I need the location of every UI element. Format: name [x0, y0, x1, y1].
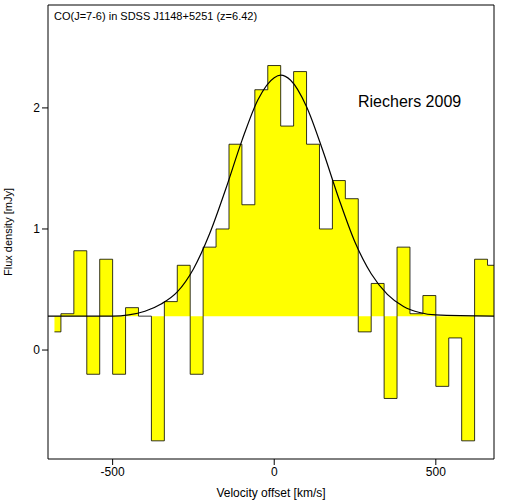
svg-text:Flux density [mJy]: Flux density [mJy]: [2, 188, 14, 276]
svg-text:-500: -500: [101, 465, 125, 479]
svg-text:1: 1: [33, 222, 40, 236]
html-text:CO(J=7-6) in SDSS J1148+5251 (: CO(J=7-6) in SDSS J1148+5251 (z=6.42): [54, 10, 258, 22]
svg-text:0: 0: [33, 343, 40, 357]
svg-text:Velocity offset [km/s]: Velocity offset [km/s]: [216, 486, 325, 500]
html-text:Riechers 2009: Riechers 2009: [358, 93, 462, 110]
svg-text:0: 0: [271, 465, 278, 479]
svg-text:2: 2: [33, 101, 40, 115]
svg-text:500: 500: [426, 465, 446, 479]
